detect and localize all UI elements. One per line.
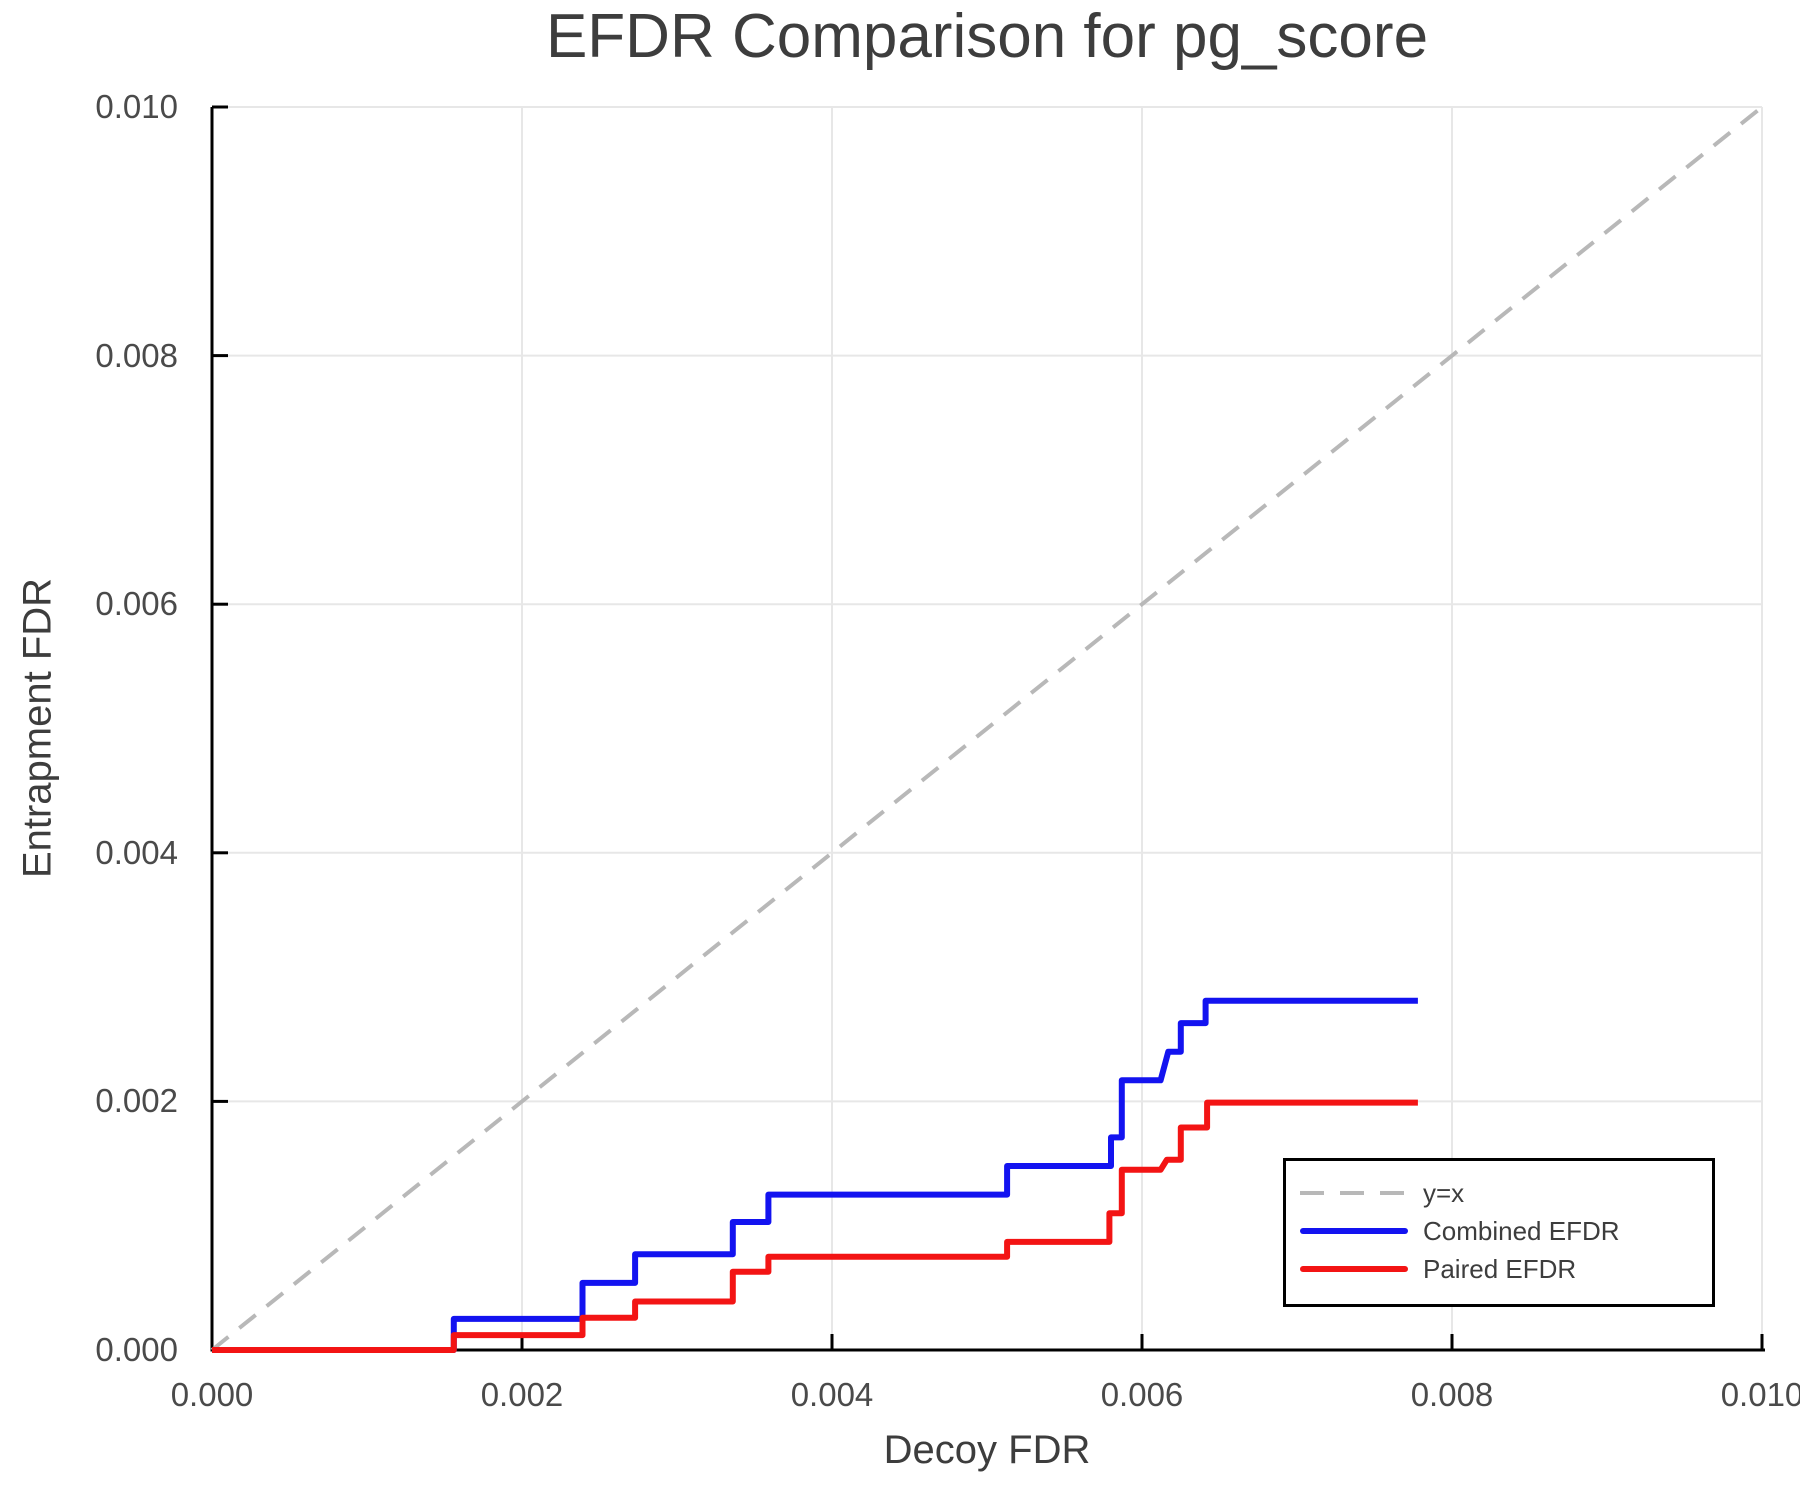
series-line-paired-efdr [212, 1099, 1418, 1353]
y-tick-label-0.006: 0.006 [95, 585, 178, 623]
legend-sample-dashed-line-icon [1300, 1191, 1408, 1195]
legend-sample-combined-line-icon [1300, 1228, 1408, 1234]
x-tick-label-0.008: 0.008 [1410, 1376, 1494, 1413]
x-tick-label-0.000: 0.000 [170, 1376, 254, 1413]
y-tick-label-0.010: 0.010 [95, 88, 178, 125]
x-tick-label-0.010: 0.010 [1720, 1376, 1800, 1413]
legend: y=x Combined EFDR Paired EFDR [1283, 1158, 1715, 1307]
legend-label-paired-efdr: Paired EFDR [1423, 1253, 1577, 1284]
legend-sample-paired-line-icon [1300, 1266, 1408, 1272]
legend-item-combined-efdr: Combined EFDR [1300, 1212, 1712, 1250]
legend-item-paired-efdr: Paired EFDR [1300, 1250, 1712, 1288]
series-line-y-x [210, 105, 1764, 1352]
y-tick-label-0.000: 0.000 [95, 1331, 178, 1368]
y-tick-label-0.008: 0.008 [95, 336, 178, 374]
legend-label-yx: y=x [1423, 1177, 1465, 1208]
legend-label-combined-efdr: Combined EFDR [1423, 1215, 1620, 1246]
x-axis-label: Decoy FDR [883, 1428, 1091, 1472]
x-tick-label-0.004: 0.004 [790, 1376, 874, 1413]
x-tick-label-0.002: 0.002 [480, 1376, 564, 1413]
legend-item-yx: y=x [1300, 1174, 1712, 1212]
chart-title: EFDR Comparison for pg_score [545, 2, 1429, 71]
x-tick-label-0.006: 0.006 [1100, 1376, 1184, 1413]
y-tick-label-0.004: 0.004 [95, 833, 178, 871]
y-tick-label-0.002: 0.002 [95, 1082, 178, 1120]
series-line-combined-efdr [212, 997, 1418, 1353]
